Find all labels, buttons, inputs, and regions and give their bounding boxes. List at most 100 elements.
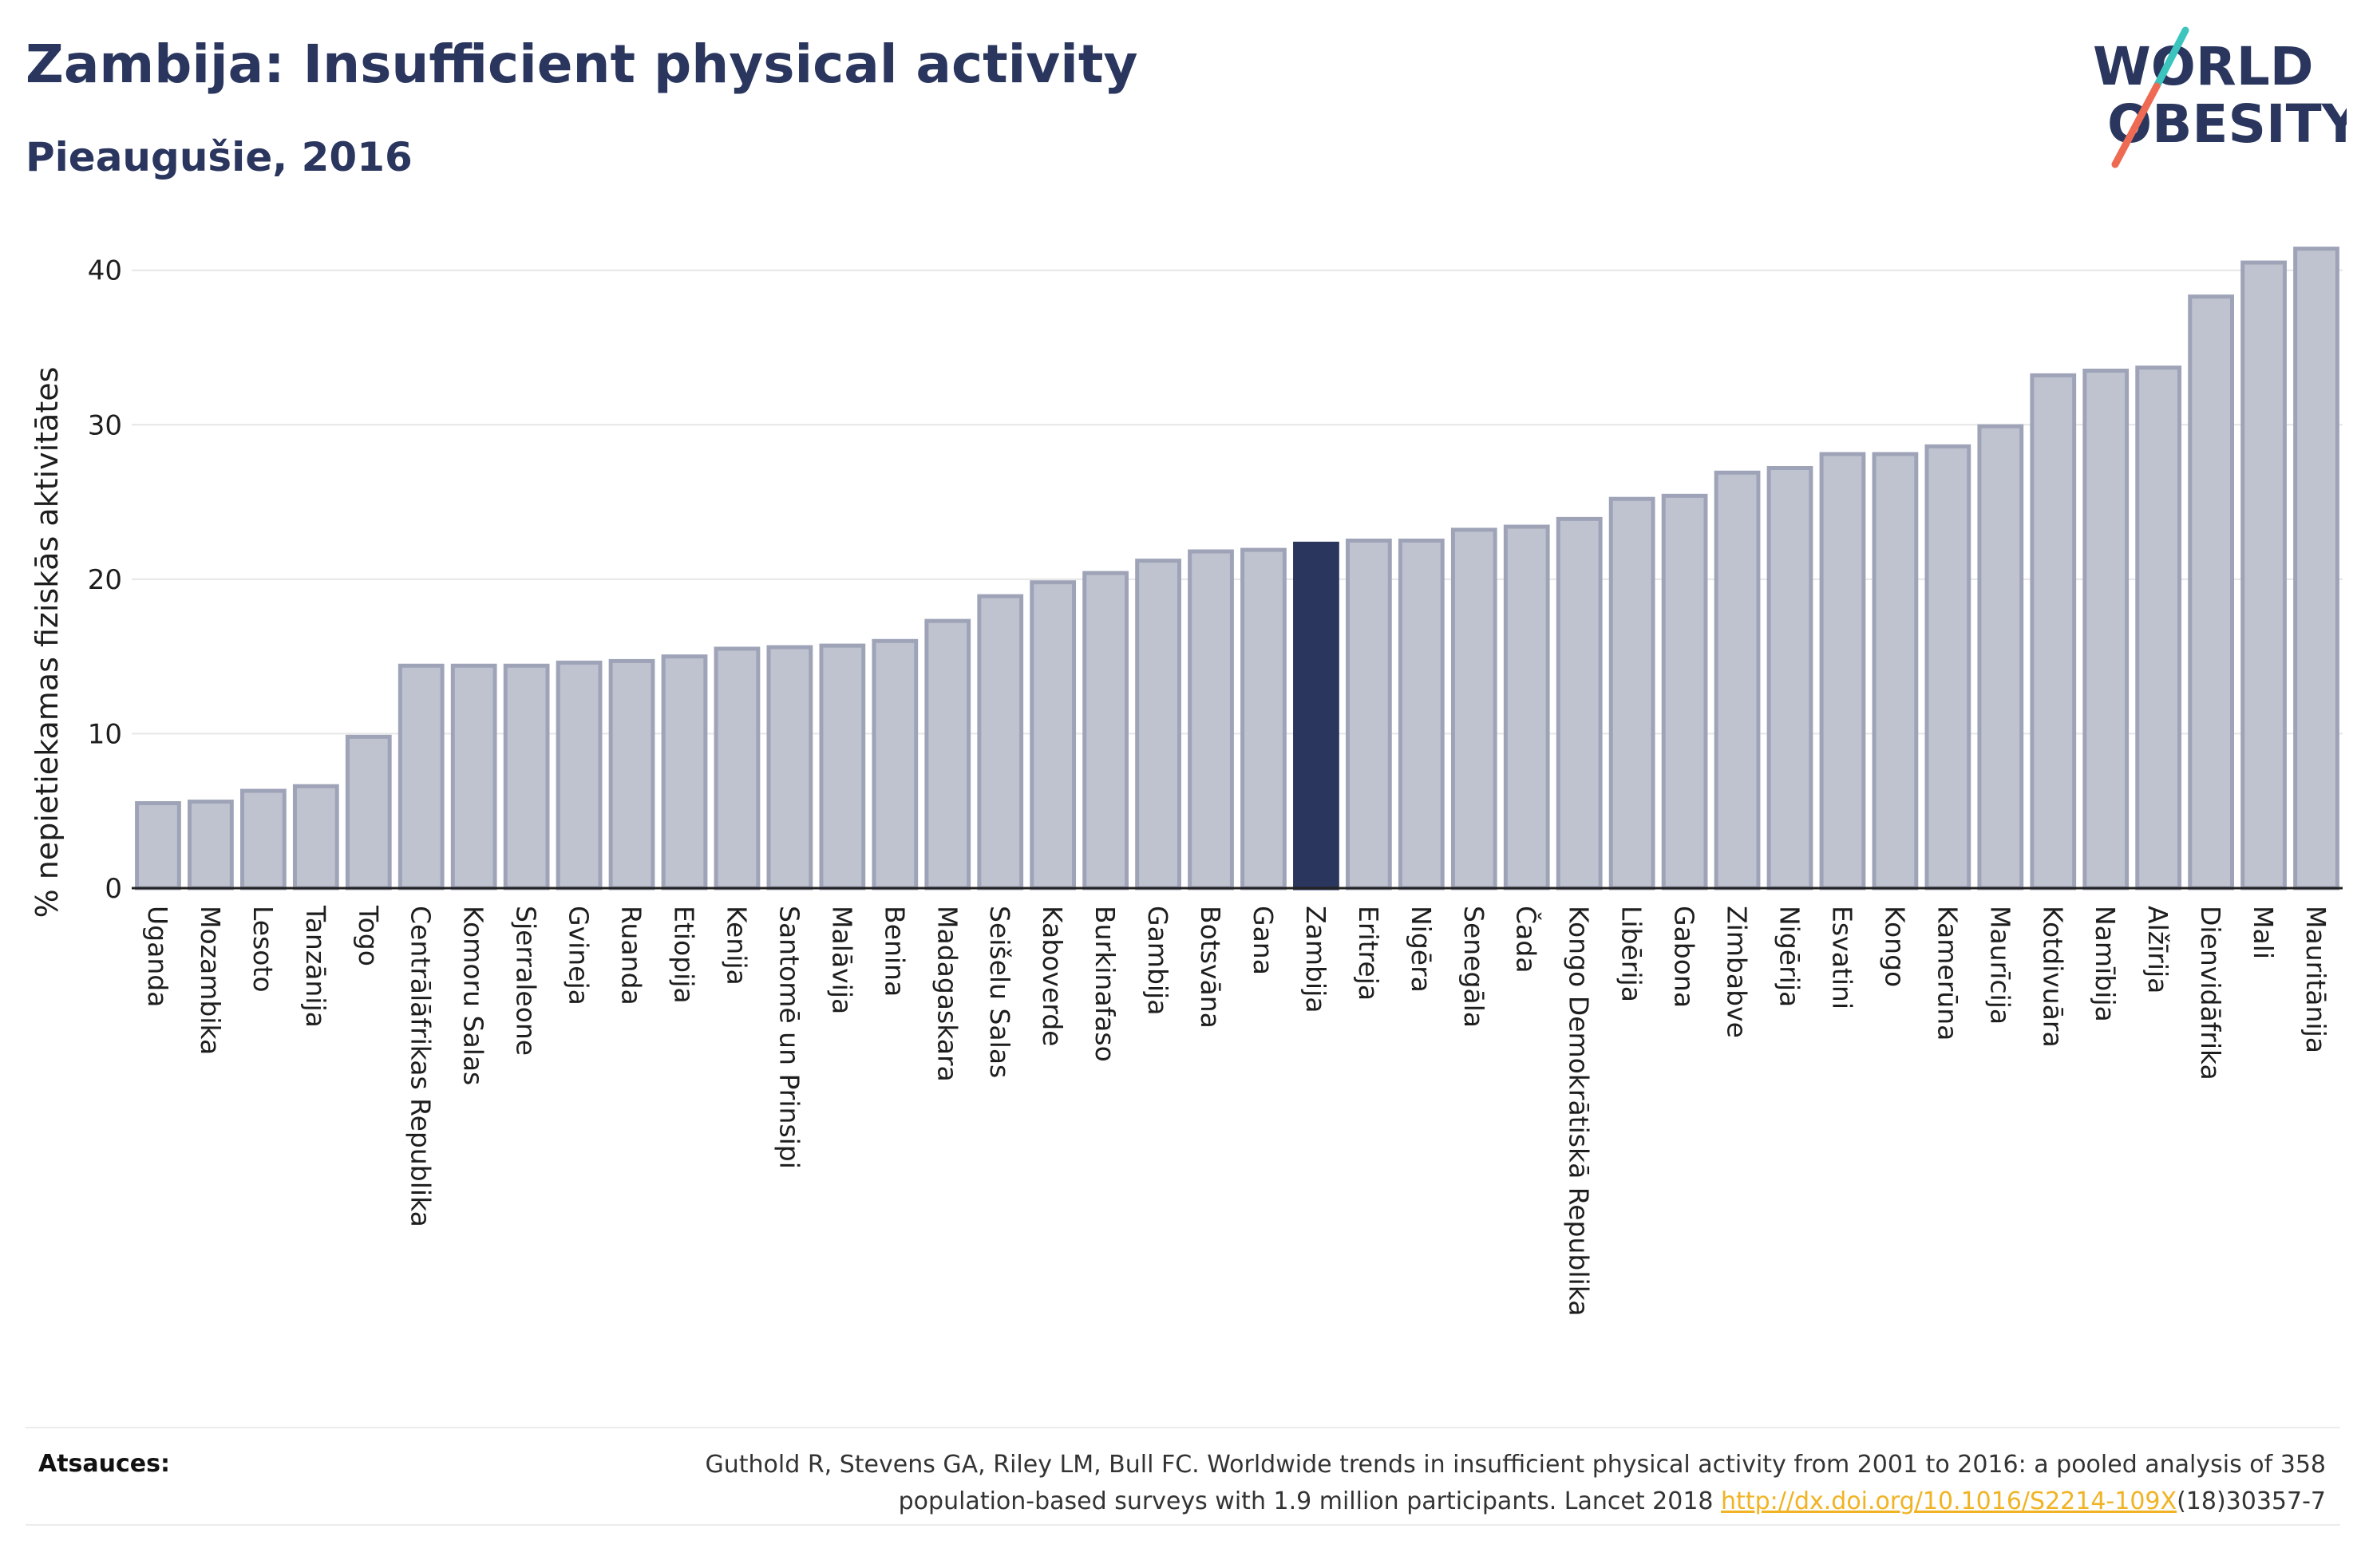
source-label: Atsauces: <box>38 1450 170 1478</box>
x-tick-label: Ruanda <box>616 906 647 1005</box>
footer-divider-bottom <box>26 1524 2340 1526</box>
x-tick-label: Mauritānija <box>2300 906 2331 1053</box>
bar-benina <box>872 638 919 891</box>
bar-čada <box>1503 524 1550 891</box>
x-tick-label: Kenija <box>721 906 752 985</box>
bar-esvatini <box>1819 452 1866 891</box>
bar-gana <box>1240 547 1287 891</box>
x-tick-label: Burkinafaso <box>1090 906 1121 1062</box>
x-tick-label: Madagaskara <box>931 906 963 1082</box>
bar-dienvidāfrika <box>2188 294 2234 891</box>
x-tick-label: Maurīcija <box>1984 906 2015 1025</box>
bar-togo <box>345 734 392 891</box>
chart-subtitle: Pieaugušie, 2016 <box>26 134 413 180</box>
footer-divider-top <box>26 1427 2340 1428</box>
bar-burkinafaso <box>1082 571 1129 891</box>
x-tick-label: Kotdivuāra <box>2037 906 2068 1048</box>
bar-libērija <box>1608 496 1655 891</box>
bar-zambija <box>1293 541 1339 891</box>
bar-ruanda <box>608 658 655 891</box>
x-tick-label: Gambija <box>1142 906 1173 1015</box>
bar-alžīrija <box>2135 365 2182 891</box>
bar-kotdivuāra <box>2030 373 2077 891</box>
bar-mauritānija <box>2293 247 2339 891</box>
x-tick-label: Botsvāna <box>1195 906 1226 1029</box>
category-labels: Uganda Mozambika Lesoto Tanzānija Togo Centrā… <box>142 905 2331 1316</box>
x-tick-label: Senegāla <box>1458 906 1489 1028</box>
x-tick-label: Kaboverde <box>1037 906 1068 1047</box>
x-tick-label: Gabona <box>1669 906 1700 1008</box>
bar-gabona <box>1661 493 1708 891</box>
x-tick-label: Etiopija <box>669 906 700 1004</box>
x-tick-label: Namībija <box>2090 906 2121 1022</box>
bar-nigēra <box>1398 538 1445 891</box>
bar-namībija <box>2082 369 2130 891</box>
y-tick-label: 30 <box>88 409 122 441</box>
x-tick-label: Komoru Salas <box>458 906 489 1085</box>
bar-lesoto <box>240 788 287 891</box>
x-tick-label: Nigērija <box>1774 906 1805 1007</box>
x-tick-label: Togo <box>353 905 384 966</box>
bar-malāvija <box>819 643 866 891</box>
bar-santomē-un-prinsipi <box>766 645 813 891</box>
bar-kongo-demokrātiskā-republika <box>1556 516 1603 891</box>
x-tick-label: Eritreja <box>1353 906 1384 1001</box>
bar-nigērija <box>1766 465 1813 891</box>
logo-slash-teal <box>2153 26 2189 90</box>
x-tick-label: Sjerraleone <box>511 906 542 1056</box>
x-tick-label: Seišelu Salas <box>984 906 1015 1078</box>
grid-lines <box>132 269 2343 735</box>
bar-kongo <box>1872 452 1919 891</box>
bar-senegāla <box>1450 527 1497 891</box>
bar-tanzānija <box>292 784 339 891</box>
x-tick-label: Gana <box>1248 906 1279 975</box>
y-tick-label: 0 <box>105 873 122 905</box>
logo-slash-coral <box>2111 82 2161 168</box>
bar-kamerūna <box>1924 444 1971 891</box>
x-tick-label: Libērija <box>1616 906 1647 1002</box>
bar-botsvāna <box>1188 549 1234 891</box>
x-tick-label: Lesoto <box>247 906 279 993</box>
bar-seišelu-salas <box>977 594 1024 891</box>
x-tick-label: Kongo <box>1879 906 1910 987</box>
bar-uganda <box>135 801 181 891</box>
world-obesity-logo: WORLD OBESITY <box>2093 26 2347 168</box>
source-line-1: Guthold R, Stevens GA, Riley LM, Bull FC… <box>705 1451 2326 1479</box>
bar-mozambika <box>188 800 234 891</box>
chart-title: Zambija: Insufficient physical activity <box>26 34 1138 95</box>
x-tick-label: Dienvidāfrika <box>2195 906 2226 1080</box>
x-tick-label: Centrālāfrikas Republika <box>405 906 437 1227</box>
bar-komoru-salas <box>450 663 497 891</box>
source-doi-link[interactable]: http://dx.doi.org/10.1016/S2214-109X <box>1721 1487 2177 1515</box>
x-tick-label: Mali <box>2248 906 2279 959</box>
bar-madagaskara <box>924 618 971 891</box>
x-tick-label: Nigēra <box>1406 906 1437 993</box>
y-tick-label: 10 <box>88 718 122 750</box>
x-tick-label: Malāvija <box>826 906 857 1014</box>
x-tick-label: Čada <box>1511 906 1543 973</box>
bar-centrālāfrikas-republika <box>397 663 445 891</box>
bar-kenija <box>714 646 761 891</box>
bar-chart: 0 10 20 30 40 Uganda Mozambika Lesoto Tanzānija… <box>30 247 2343 1316</box>
x-tick-label: Esvatini <box>1826 906 1857 1009</box>
source-line-2-end: (18)30357-7 <box>2177 1487 2326 1515</box>
bar-mali <box>2240 260 2287 891</box>
x-tick-label: Uganda <box>142 906 173 1007</box>
x-tick-label: Alžīrija <box>2142 906 2173 993</box>
bars <box>135 247 2339 891</box>
bar-etiopija <box>661 654 708 891</box>
bar-gambija <box>1135 559 1181 891</box>
x-tick-label: Gvineja <box>564 906 595 1005</box>
x-tick-label: Tanzānija <box>300 905 331 1028</box>
bar-gvineja <box>556 660 603 891</box>
x-tick-label: Zimbabve <box>1722 906 1753 1038</box>
y-tick-label: 40 <box>88 255 122 287</box>
x-tick-label: Kongo Demokrātiskā Republika <box>1564 906 1595 1316</box>
source-citation: Guthold R, Stevens GA, Riley LM, Bull FC… <box>490 1447 2326 1520</box>
x-tick-label: Mozambika <box>195 906 226 1055</box>
axes: 0 10 20 30 40 <box>88 255 2343 905</box>
bar-kaboverde <box>1030 580 1077 891</box>
y-tick-label: 20 <box>88 564 122 596</box>
logo-line-1: WORLD <box>2093 36 2314 97</box>
x-tick-label: Benina <box>879 906 910 997</box>
